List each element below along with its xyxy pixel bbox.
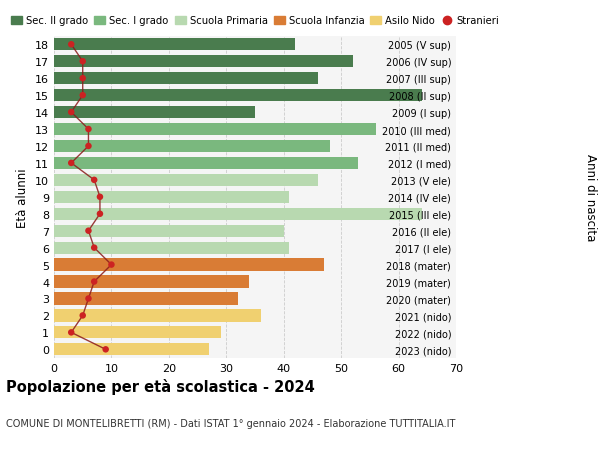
Bar [54, 73, 318, 85]
Bar [54, 56, 353, 68]
Bar [54, 123, 376, 136]
Point [67, 160, 76, 167]
Point [67, 329, 76, 336]
Point [78, 312, 88, 319]
Bar [54, 90, 422, 102]
Bar [54, 174, 318, 186]
Point [78, 92, 88, 100]
Bar [54, 242, 289, 254]
Bar [54, 343, 209, 356]
Point [89, 177, 99, 184]
Text: Anni di nascita: Anni di nascita [584, 154, 597, 241]
Bar [54, 310, 261, 322]
Point [67, 41, 76, 49]
Point [95, 194, 105, 201]
Point [83, 228, 93, 235]
Point [78, 58, 88, 66]
Point [83, 143, 93, 150]
Point [95, 211, 105, 218]
Point [89, 278, 99, 285]
Bar [54, 107, 255, 119]
Bar [54, 259, 324, 271]
Bar [54, 140, 329, 153]
Bar [54, 293, 238, 305]
Point [101, 346, 110, 353]
Point [67, 109, 76, 117]
Point [78, 75, 88, 83]
Bar [54, 39, 295, 51]
Bar [54, 208, 422, 220]
Bar [54, 191, 289, 203]
Bar [54, 326, 221, 339]
Bar [54, 225, 284, 237]
Text: Popolazione per età scolastica - 2024: Popolazione per età scolastica - 2024 [6, 379, 315, 395]
Point [107, 261, 116, 269]
Point [83, 295, 93, 302]
Legend: Sec. II grado, Sec. I grado, Scuola Primaria, Scuola Infanzia, Asilo Nido, Stran: Sec. II grado, Sec. I grado, Scuola Prim… [7, 12, 503, 30]
Bar [54, 276, 249, 288]
Point [89, 245, 99, 252]
Y-axis label: Età alunni: Età alunni [16, 168, 29, 227]
Bar [54, 157, 358, 170]
Text: COMUNE DI MONTELIBRETTI (RM) - Dati ISTAT 1° gennaio 2024 - Elaborazione TUTTITA: COMUNE DI MONTELIBRETTI (RM) - Dati ISTA… [6, 418, 455, 428]
Point [83, 126, 93, 134]
